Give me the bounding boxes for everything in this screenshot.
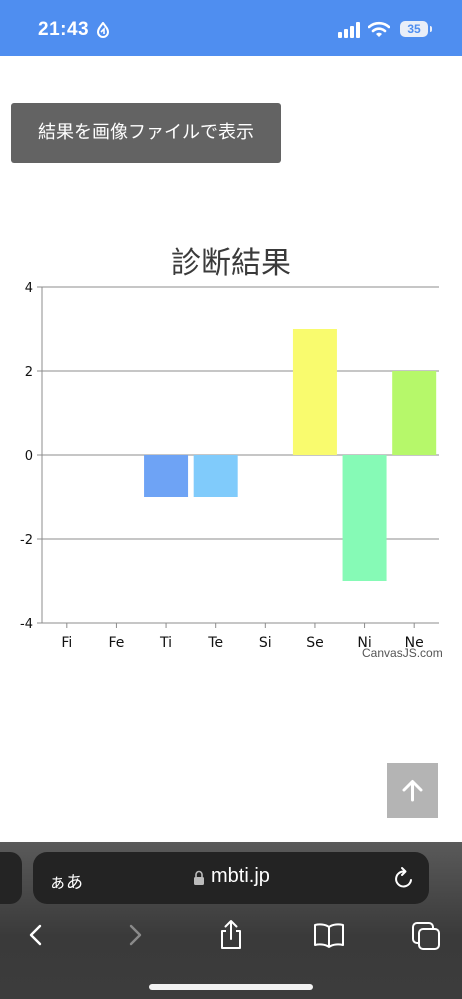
location-icon: [96, 21, 110, 42]
x-tick-label: Se: [306, 635, 324, 651]
wifi-icon: [367, 21, 391, 42]
tabs-icon[interactable]: [409, 918, 443, 952]
x-tick-label: Ni: [357, 635, 371, 651]
y-tick-label: -4: [20, 617, 33, 632]
share-icon[interactable]: [214, 918, 248, 952]
reload-icon[interactable]: [393, 866, 415, 894]
bar-ne[interactable]: [392, 371, 437, 455]
bar-ti[interactable]: [144, 455, 189, 497]
status-time: 21:43: [38, 19, 90, 40]
battery-icon: 35: [400, 21, 428, 37]
x-tick-label: Si: [259, 635, 272, 651]
x-tick-label: Te: [207, 635, 223, 651]
battery-nub: [430, 26, 432, 32]
scroll-top-button[interactable]: [387, 763, 438, 818]
forward-chevron-icon[interactable]: [118, 918, 152, 952]
x-tick-label: Ti: [159, 635, 172, 651]
y-tick-label: 0: [25, 449, 33, 464]
y-tick-label: 2: [25, 365, 33, 380]
home-indicator: [149, 984, 313, 990]
chart-title: 診断結果: [171, 246, 291, 281]
book-icon[interactable]: [312, 918, 346, 952]
chart-credit[interactable]: CanvasJS.com: [362, 646, 443, 660]
x-tick-label: Fi: [61, 635, 72, 651]
lock-icon: [193, 870, 205, 890]
browser-toolbar: ぁあ mbti.jp: [0, 842, 462, 999]
x-tick-label: Ne: [405, 635, 424, 651]
save-as-image-button[interactable]: 結果を画像ファイルで表示: [11, 103, 281, 163]
bar-te[interactable]: [193, 455, 238, 497]
text-size-button[interactable]: ぁあ: [49, 873, 83, 893]
url-text[interactable]: mbti.jp: [211, 865, 270, 887]
x-tick-label: Fe: [108, 635, 124, 651]
bar-ni[interactable]: [342, 455, 387, 581]
back-chevron-icon[interactable]: [20, 918, 54, 952]
address-bar[interactable]: ぁあ mbti.jp: [33, 852, 429, 904]
previous-tab-preview[interactable]: [0, 852, 22, 904]
y-tick-label: -2: [20, 533, 33, 548]
chart-canvas: 4 2 0 -2 -4 Fi Fe Ti Te Si Se Ni Ne: [20, 281, 439, 651]
bar-se[interactable]: [292, 329, 337, 455]
result-chart: 診断結果 4 2 0 -2 -4 Fi Fe Ti Te Si Se Ni Ne CanvasJS.co…: [0, 220, 462, 670]
signal-icon: [338, 22, 360, 42]
status-bar: 21:43 35: [0, 0, 462, 56]
y-tick-label: 4: [25, 281, 33, 296]
arrow-up-icon: [402, 780, 423, 802]
